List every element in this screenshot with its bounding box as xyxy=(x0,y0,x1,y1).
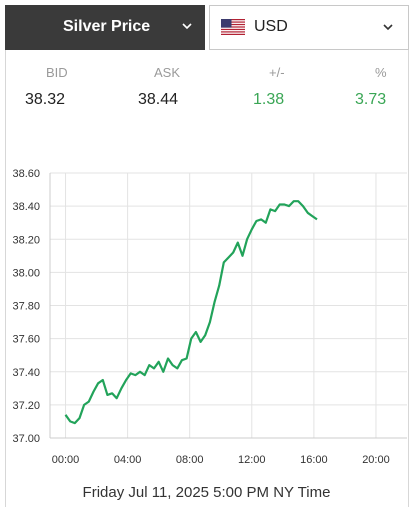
y-tick-label: 37.20 xyxy=(12,400,40,412)
metal-select-label: Silver Price xyxy=(63,18,151,35)
y-tick-label: 37.00 xyxy=(12,433,40,445)
change-header: +/- xyxy=(269,65,285,80)
x-tick-label: 20:00 xyxy=(362,454,390,466)
ask-header: ASK xyxy=(154,65,181,80)
y-tick-label: 38.20 xyxy=(12,234,40,246)
x-tick-label: 04:00 xyxy=(114,454,142,466)
us-flag-icon xyxy=(221,19,245,35)
y-tick-label: 37.80 xyxy=(12,301,40,313)
change-value: 1.38 xyxy=(253,91,285,108)
price-chart: 37.00 37.20 37.40 37.60 37.80 38.00 38.20 38.40… xyxy=(0,165,413,475)
chevron-down-icon xyxy=(383,24,393,31)
bid-value: 38.32 xyxy=(25,91,66,108)
quote-panel: BID ASK +/- % 38.32 38.44 1.38 3.73 xyxy=(5,50,409,507)
price-line xyxy=(64,200,318,425)
chart-timestamp: Friday Jul 11, 2025 5:00 PM NY Time xyxy=(82,484,331,501)
metal-select-dropdown[interactable]: Silver Price xyxy=(5,5,205,50)
selector-bar: Silver Price USD xyxy=(5,5,409,50)
currency-select-label: USD xyxy=(254,18,288,35)
percent-value: 3.73 xyxy=(355,91,387,108)
y-tick-label: 38.60 xyxy=(12,168,40,180)
ask-value: 38.44 xyxy=(138,91,179,108)
y-tick-label: 38.00 xyxy=(12,267,40,279)
x-tick-label: 08:00 xyxy=(176,454,204,466)
y-tick-label: 37.60 xyxy=(12,334,40,346)
currency-select-dropdown[interactable]: USD xyxy=(209,5,409,50)
chevron-down-icon xyxy=(182,23,192,30)
price-chart-svg: 37.00 37.20 37.40 37.60 37.80 38.00 38.20 38.40… xyxy=(12,168,407,466)
bid-header: BID xyxy=(46,65,68,80)
y-tick-label: 37.40 xyxy=(12,367,40,379)
x-tick-label: 12:00 xyxy=(238,454,266,466)
percent-header: % xyxy=(375,65,387,80)
x-tick-label: 16:00 xyxy=(300,454,328,466)
x-tick-label: 00:00 xyxy=(52,454,80,466)
y-tick-label: 38.40 xyxy=(12,201,40,213)
